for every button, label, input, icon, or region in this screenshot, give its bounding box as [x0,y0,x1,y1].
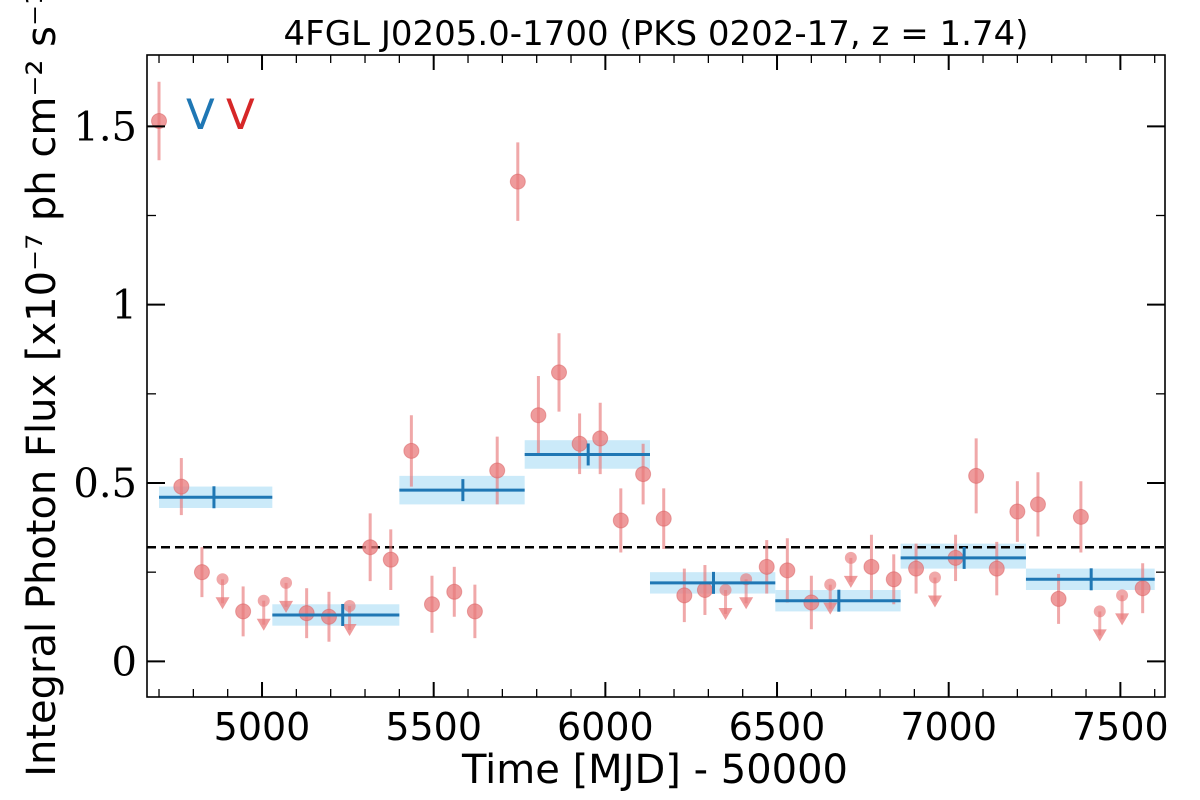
detection-point [988,560,1005,577]
legend-entry: V [186,90,215,139]
detection-point [173,478,190,495]
detection-point [362,539,379,556]
x-tick-label: 7500 [1072,705,1169,749]
detection-point [1134,580,1151,597]
detection-point [382,551,399,568]
y-tick-label: 1.5 [73,104,137,150]
chart-title: 4FGL J0205.0-1700 (PKS 0202-17, z = 1.74… [284,14,1029,54]
x-tick-label: 7000 [900,705,997,749]
upper-limit-arrow [215,597,230,610]
detection-point [193,564,210,581]
detection-point [298,605,315,622]
detection-point [551,364,568,381]
upper-limit-arrow [927,595,942,608]
upper-limit-arrow [739,597,754,610]
upper-limit-arrow [279,600,294,613]
detection-point [489,462,506,479]
detection-point [509,173,526,190]
plot-frame [146,54,1166,698]
y-axis-label: Integral Photon Flux [x10⁻⁷ ph cm⁻² s⁻¹] [19,0,65,777]
plot-area: 5000 5500 6000 6500 7000 7500 0 0.5 1 1.5 [73,54,1169,749]
detection-point [863,558,880,575]
x-tick-label: 6500 [729,705,826,749]
upper-limit-point [1093,605,1106,618]
detection-point [1029,496,1046,513]
x-tick-label: 5000 [214,705,311,749]
detection-point [446,583,463,600]
upper-limit-arrow [823,602,838,615]
detection-point [676,587,693,604]
upper-limit-point [257,594,270,607]
y-tick-label: 0 [112,639,137,685]
detection-point [571,435,588,452]
detection-point [612,512,629,529]
detection-point [779,562,796,579]
detection-point [655,510,672,527]
upper-limit-arrow [843,575,858,588]
upper-limit-point [216,573,229,586]
detection-point [908,560,925,577]
detection-point [592,430,609,447]
upper-limit-arrow [342,624,357,637]
upper-limit-arrow [256,618,271,631]
upper-limit-point [824,578,837,591]
upper-limit-point [343,600,356,613]
detection-point [635,466,652,483]
y-tick-label: 1 [112,283,137,329]
detection-point [758,558,775,575]
detection-point [466,603,483,620]
detection-point [1050,590,1067,607]
upper-limit-point [1116,589,1129,602]
upper-limit-point [928,571,941,584]
upper-limit-arrow [1092,629,1107,642]
detection-point [423,596,440,613]
y-tick-label: 0.5 [73,461,137,507]
upper-limit-arrow [1115,613,1130,626]
upper-limit-point [719,584,732,596]
x-axis-label: Time [MJD] - 50000 [461,747,848,793]
x-tick-label: 5500 [385,705,482,749]
detection-point [1072,508,1089,525]
detection-point [1009,503,1026,520]
upper-limit-point [280,576,293,589]
upper-limit-point [844,551,857,564]
detection-point [530,407,547,424]
detection-point [968,467,985,484]
detection-point [696,582,713,598]
detection-point [803,594,820,611]
detection-point [151,112,168,129]
upper-limit-arrow [718,608,733,620]
detection-point [403,442,420,459]
legend-entry: V [226,90,255,139]
detection-point [320,608,337,625]
detection-point [235,603,252,620]
x-tick-label: 6000 [557,705,654,749]
detection-point [885,571,902,588]
